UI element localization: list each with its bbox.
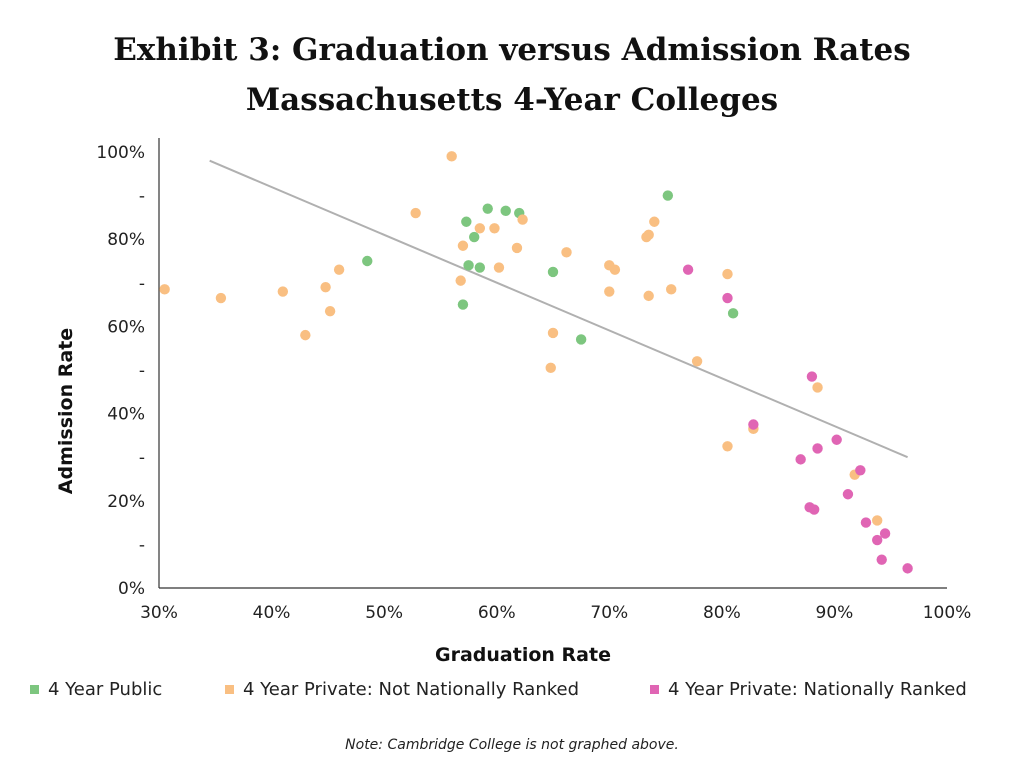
data-point-series-1 — [666, 284, 677, 295]
y-tick-label: 60% — [107, 317, 145, 337]
data-point-series-1 — [722, 268, 733, 280]
x-tick-label: 100% — [923, 603, 972, 623]
legend-swatch-public — [30, 685, 39, 694]
data-point-series-2 — [842, 489, 854, 500]
y-tick-label: 100% — [96, 143, 145, 163]
data-point-series-1 — [517, 214, 528, 225]
chart-note: Note: Cambridge College is not graphed a… — [345, 737, 679, 753]
data-point-series-1 — [320, 281, 331, 293]
data-point-series-1 — [333, 264, 345, 275]
data-point-series-1 — [609, 264, 621, 275]
x-axis-label: Graduation Rate — [435, 644, 611, 666]
legend-item-private-not-ranked: 4 Year Private: Not Nationally Ranked — [225, 679, 579, 700]
data-point-series-1 — [215, 292, 227, 304]
x-tick-label: 70% — [590, 603, 628, 623]
data-point-series-0 — [662, 190, 674, 201]
y-tick-label: - — [139, 535, 145, 555]
legend-label-private-ranked: 4 Year Private: Nationally Ranked — [668, 679, 967, 700]
data-point-series-1 — [545, 362, 556, 374]
data-point-series-1 — [324, 305, 336, 317]
data-point-series-1 — [457, 240, 469, 251]
x-tick-label: 80% — [703, 603, 741, 623]
data-point-series-1 — [489, 223, 500, 234]
data-point-series-2 — [808, 504, 820, 515]
legend-item-private-ranked: 4 Year Private: Nationally Ranked — [650, 679, 967, 700]
data-point-series-2 — [902, 563, 913, 574]
y-tick-label: - — [139, 274, 145, 294]
data-point-series-2 — [879, 528, 891, 539]
data-point-series-1 — [493, 262, 505, 273]
data-point-series-1 — [561, 247, 572, 258]
data-point-series-0 — [500, 205, 511, 217]
data-point-series-1 — [547, 327, 559, 339]
data-point-series-1 — [300, 329, 311, 341]
data-point-series-0 — [547, 266, 559, 278]
data-point-series-1 — [474, 223, 486, 234]
data-point-series-2 — [812, 443, 823, 454]
data-point-series-0 — [575, 334, 587, 345]
data-point-series-0 — [482, 203, 493, 214]
data-point-series-1 — [643, 290, 654, 302]
legend-swatch-private-not-ranked — [225, 685, 234, 694]
data-point-series-0 — [457, 299, 469, 310]
chart-title-line2: Massachusetts 4-Year Colleges — [245, 82, 779, 118]
data-point-series-1 — [812, 382, 823, 393]
data-point-series-0 — [461, 216, 472, 227]
data-point-series-2 — [872, 534, 883, 546]
data-point-series-1 — [643, 229, 654, 241]
y-tick-label: 0% — [118, 579, 145, 599]
chart-title-line1: Exhibit 3: Graduation versus Admission R… — [113, 32, 911, 68]
data-point-series-2 — [748, 419, 759, 430]
legend-label-public: 4 Year Public — [48, 679, 163, 700]
data-point-series-1 — [446, 151, 457, 162]
y-tick-label: 40% — [107, 405, 145, 425]
data-point-series-1 — [691, 356, 703, 367]
data-point-series-0 — [727, 308, 739, 319]
y-tick-label: - — [139, 448, 145, 468]
data-point-series-0 — [463, 260, 474, 271]
data-point-series-0 — [474, 262, 486, 273]
data-point-series-2 — [876, 554, 887, 565]
data-point-series-1 — [649, 216, 660, 227]
data-point-series-1 — [511, 242, 523, 254]
x-tick-label: 60% — [478, 603, 516, 623]
x-tick-label: 40% — [253, 603, 291, 623]
data-point-series-2 — [806, 371, 818, 382]
data-point-series-1 — [604, 286, 615, 297]
data-point-series-2 — [831, 434, 842, 445]
x-tick-label: 90% — [816, 603, 854, 623]
data-point-series-2 — [722, 292, 733, 304]
data-point-series-1 — [722, 441, 733, 452]
data-point-series-2 — [795, 454, 806, 465]
trendline — [209, 159, 908, 459]
y-axis-label: Admission Rate — [55, 328, 77, 494]
data-point-series-0 — [469, 231, 480, 243]
legend-swatch-private-ranked — [650, 685, 659, 694]
x-tick-label: 30% — [140, 603, 178, 623]
y-tick-label: 80% — [107, 230, 145, 250]
data-point-series-0 — [362, 255, 373, 267]
y-tick-label: - — [139, 361, 145, 381]
data-point-series-1 — [159, 284, 170, 295]
y-tick-label: - — [139, 187, 145, 207]
data-point-series-1 — [277, 286, 289, 297]
data-point-series-1 — [455, 275, 466, 286]
data-point-series-2 — [860, 517, 872, 528]
y-tick-label: 20% — [107, 492, 145, 512]
data-point-series-2 — [855, 465, 866, 476]
data-point-series-2 — [682, 264, 694, 275]
x-tick-label: 50% — [365, 603, 403, 623]
legend-label-private-not-ranked: 4 Year Private: Not Nationally Ranked — [243, 679, 580, 700]
data-point-series-1 — [410, 207, 421, 219]
legend-item-public: 4 Year Public — [30, 679, 162, 700]
data-point-series-1 — [872, 515, 883, 526]
